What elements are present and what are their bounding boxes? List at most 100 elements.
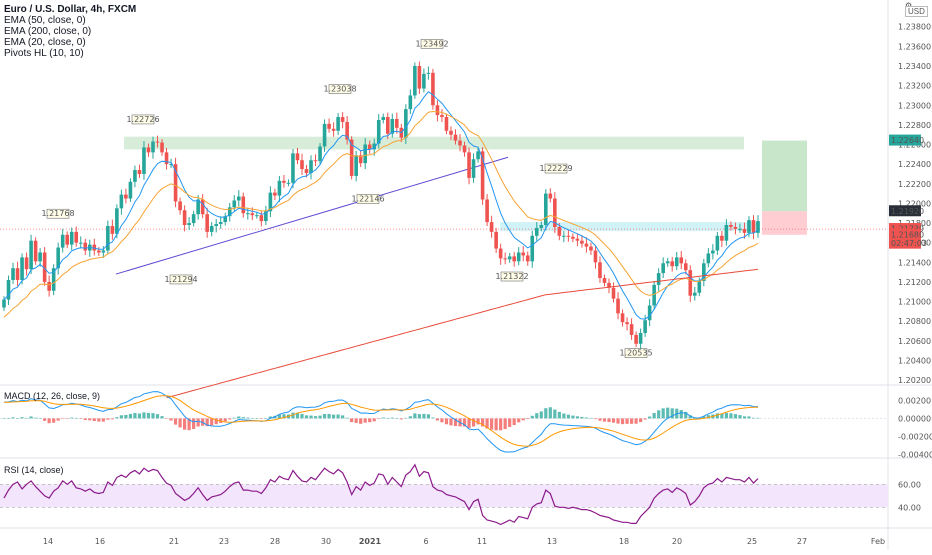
macd-hist-bar (74, 418, 78, 419)
candle-body (431, 72, 435, 106)
candle-body (241, 196, 246, 214)
candle-body (715, 235, 720, 251)
macd-hist-bar (56, 418, 60, 421)
symbol-title[interactable]: Euro / U.S. Dollar, 4h, FXCM (4, 4, 137, 15)
candle-body (530, 235, 535, 262)
macd-hist-bar (345, 417, 349, 419)
candle-body (625, 322, 629, 325)
candle-body (29, 240, 33, 270)
candle-body (688, 270, 693, 296)
candle-body (38, 252, 42, 262)
macd-hist-bar (679, 409, 683, 419)
candle-body (110, 225, 115, 234)
candle-body (169, 164, 173, 166)
macd-title[interactable]: MACD (12, 26, close, 9) (4, 391, 101, 401)
macd-hist-bar (115, 417, 119, 419)
candle-body (516, 252, 521, 262)
candle-body (674, 257, 679, 267)
candle-body (277, 180, 282, 196)
time-tick-label: Feb (871, 537, 885, 546)
candle-body (665, 261, 670, 264)
candle-body (543, 193, 548, 226)
price-badge (889, 237, 921, 249)
candle-body (128, 181, 133, 199)
macd-tick-label: -0.00200 (898, 432, 932, 441)
macd-hist-bar (490, 418, 494, 430)
indicator-ema20[interactable]: EMA (20, close, 0) (4, 37, 86, 48)
macd-hist-bar (756, 417, 760, 419)
candle-body (629, 324, 634, 335)
candle-body (733, 226, 738, 229)
candle-body (42, 252, 47, 282)
candle-body (187, 223, 191, 226)
candle-body (291, 153, 295, 183)
candle-body (376, 119, 381, 144)
candle-body (661, 263, 665, 274)
macd-hist-bar (192, 418, 196, 429)
candle-body (566, 235, 571, 237)
macd-hist-bar (124, 414, 128, 419)
macd-hist-bar (539, 411, 543, 419)
candle-body (607, 282, 611, 288)
macd-hist-bar (670, 408, 674, 419)
macd-hist-bar (88, 418, 92, 421)
macd-hist-bar (110, 418, 114, 420)
pivot-label: 1.20535 (619, 349, 652, 358)
macd-hist-bar (372, 418, 376, 422)
macd-hist-bar (526, 418, 530, 420)
candle-body (83, 242, 88, 251)
candle-body (480, 151, 485, 200)
indicator-ema200[interactable]: EMA (200, close, 0) (4, 26, 92, 37)
macd-hist-bar (553, 409, 557, 419)
price-tick-label: 1.23800 (898, 23, 931, 32)
macd-hist-bar (666, 407, 670, 419)
candle-body (413, 65, 417, 96)
currency-button[interactable]: USD (905, 6, 928, 17)
stop-zone (762, 211, 807, 235)
pivot-label-box (46, 208, 70, 219)
pivot-label-box (624, 348, 648, 358)
candle-body (340, 117, 345, 122)
candle-body (227, 207, 232, 217)
macd-hist-bar (237, 416, 241, 419)
macd-hist-bar (268, 416, 272, 419)
time-tick-label: 2021 (359, 537, 382, 546)
macd-hist-bar (702, 416, 706, 419)
candle-body (498, 248, 503, 259)
macd-hist-bar (291, 412, 295, 419)
candle-body (6, 279, 11, 300)
price-tick-label: 1.23200 (898, 82, 931, 91)
candle-body (47, 281, 51, 291)
macd-hist-bar (246, 417, 250, 419)
candle-body (313, 160, 318, 162)
candle-body (602, 278, 607, 283)
macd-hist-bar (341, 415, 345, 419)
rsi-line (3, 463, 759, 526)
macd-hist-bar (440, 418, 444, 423)
candle-body (575, 238, 580, 241)
price-badge (889, 223, 921, 235)
candle-body (724, 225, 729, 241)
macd-hist-bar (435, 418, 440, 421)
indicator-ema50[interactable]: EMA (50, close, 0) (4, 15, 86, 26)
macd-hist-bar (137, 413, 142, 419)
macd-hist-bar (566, 414, 570, 419)
settings-gear-icon[interactable]: ⚙ (905, 1, 912, 10)
indicator-pivots[interactable]: Pivots HL (10, 10) (4, 48, 84, 59)
candle-body (422, 73, 426, 89)
price-tick-label: 1.20600 (898, 337, 931, 346)
macd-hist-bar (133, 413, 137, 419)
rsi-title[interactable]: RSI (14, close) (4, 465, 64, 475)
candle-body (738, 228, 742, 230)
macd-tick-label: 0.00200 (898, 396, 931, 405)
macd-hist-bar (535, 413, 539, 419)
candle-body (146, 147, 151, 153)
candle-body (92, 244, 97, 251)
macd-hist-bar (480, 418, 485, 427)
pivot-label: 1.22146 (351, 194, 384, 203)
macd-hist-bar (259, 418, 263, 419)
candle-body (56, 247, 60, 269)
candle-body (471, 159, 476, 178)
